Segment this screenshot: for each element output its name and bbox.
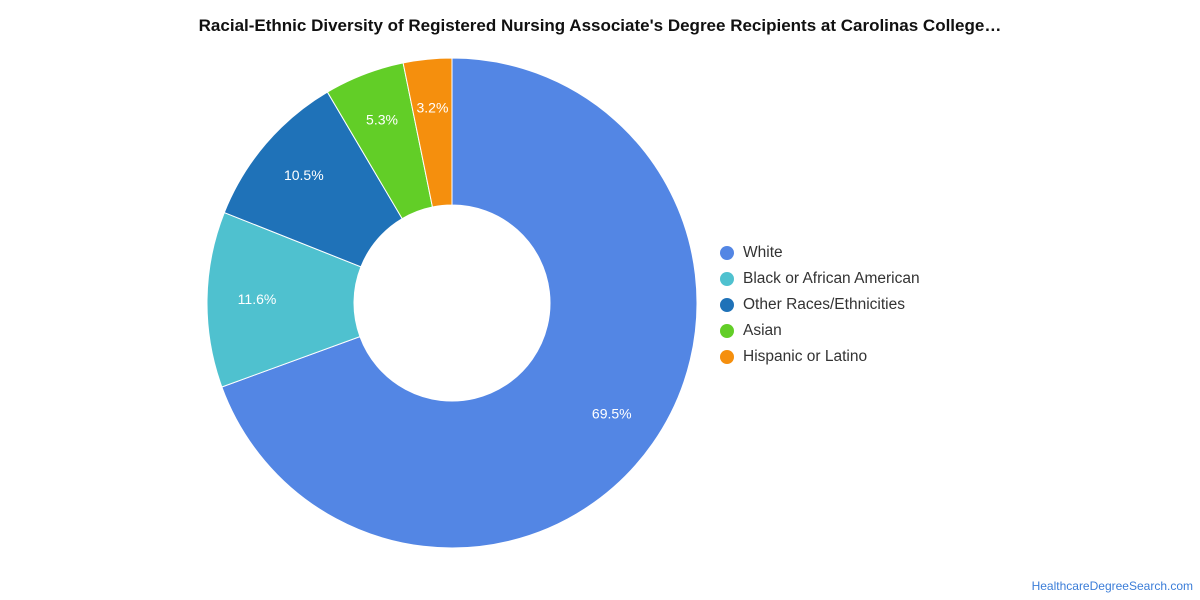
data-label-white: 69.5% — [592, 405, 632, 421]
legend-swatch — [720, 324, 734, 338]
data-label-hispanic-or-latino: 3.2% — [416, 100, 448, 116]
legend-label: Asian — [743, 322, 782, 339]
source-link[interactable]: HealthcareDegreeSearch.com — [1031, 579, 1193, 593]
legend-item-white[interactable]: White — [720, 240, 920, 266]
slice-other-races-ethnicities[interactable] — [223, 91, 403, 268]
legend-swatch — [720, 298, 734, 312]
legend-label: Black or African American — [743, 270, 920, 287]
legend-label: Hispanic or Latino — [743, 348, 868, 365]
data-label-black-or-african-american: 11.6% — [238, 291, 277, 307]
chart-title: Racial-Ethnic Diversity of Registered Nu… — [198, 16, 1002, 35]
legend-label: Other Races/Ethnicities — [743, 296, 905, 313]
data-label-asian: 5.3% — [366, 112, 398, 128]
legend-item-hispanic-or-latino[interactable]: Hispanic or Latino — [720, 344, 920, 370]
data-label-other-races-ethnicities: 10.5% — [284, 167, 324, 183]
legend-item-black-or-african-american[interactable]: Black or African American — [720, 266, 920, 292]
slice-white[interactable] — [221, 57, 698, 549]
slice-hispanic-or-latino[interactable] — [402, 57, 453, 208]
legend-swatch — [720, 246, 734, 260]
legend-item-other-races-ethnicities[interactable]: Other Races/Ethnicities — [720, 292, 920, 318]
legend-swatch — [720, 272, 734, 286]
slice-black-or-african-american[interactable] — [206, 211, 362, 388]
legend: White Black or African American Other Race… — [720, 240, 920, 370]
legend-item-asian[interactable]: Asian — [720, 318, 920, 344]
legend-label: White — [743, 244, 783, 261]
legend-swatch — [720, 350, 734, 364]
